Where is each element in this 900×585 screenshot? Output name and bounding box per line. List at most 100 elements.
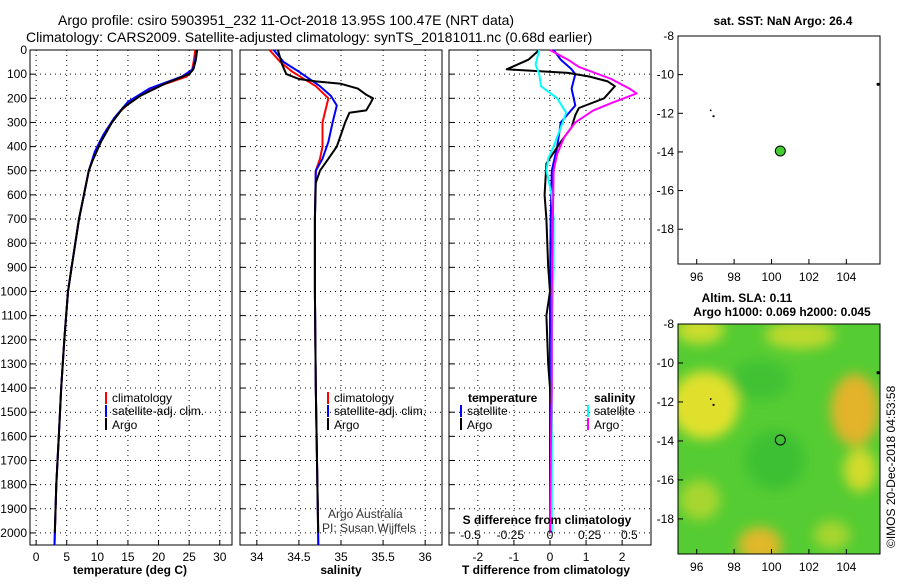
profile-location-marker — [774, 434, 786, 446]
depth-tick-label: 0 — [20, 43, 27, 57]
s-tick-label: -0.5 — [460, 528, 481, 542]
depth-tick-label: 800 — [7, 236, 27, 250]
map-x-tick-label: 98 — [727, 560, 741, 574]
map-x-tick-label: 104 — [836, 270, 856, 284]
sla-heatmap — [678, 324, 880, 554]
x-tick-label: 35 — [334, 550, 348, 564]
legend-s-satellite-label: satellite — [594, 404, 635, 418]
depth-axis: 0 100 200 300 400 500 600 700 800 900 1000 1100 1200… — [0, 43, 454, 540]
x-tick-label: 30 — [213, 550, 227, 564]
x-tick-label: -1 — [509, 550, 520, 564]
legend-argo-label: Argo — [112, 418, 138, 432]
x-tick-label: 20 — [152, 550, 166, 564]
sla-map-title-1: Altim. SLA: 0.11 — [702, 291, 793, 305]
difference-legend-salinity: salinity satellite Argo — [587, 391, 636, 432]
depth-tick-label: 1500 — [0, 405, 27, 419]
salinity-legend: climatology satellite-adj. clim. Argo — [327, 391, 426, 432]
sst-map-title: sat. SST: NaN Argo: 26.4 — [714, 14, 853, 28]
sla-map-frame — [677, 323, 881, 555]
x-tick-label: 34.5 — [287, 550, 311, 564]
depth-tick-label: 300 — [7, 115, 27, 129]
depth-tick-label: 1000 — [0, 284, 27, 298]
map-x-tick-label: 100 — [762, 270, 782, 284]
map-y-tick-label: -12 — [657, 106, 675, 120]
x-tick-label: 25 — [182, 550, 196, 564]
depth-tick-label: 500 — [7, 164, 27, 178]
depth-tick-label: 1300 — [0, 357, 27, 371]
profile-location-marker — [774, 145, 786, 157]
series-line-s-argo — [549, 49, 638, 533]
depth-tick-label: 1400 — [0, 381, 27, 395]
x-tick-label: -2 — [473, 550, 484, 564]
legend-argo-label: Argo — [334, 418, 360, 432]
land-speck — [876, 82, 880, 86]
map-y-tick-label: -10 — [657, 356, 675, 370]
land-speck — [709, 398, 712, 400]
map-y-tick-label: -14 — [657, 434, 675, 448]
map-x-tick-label: 98 — [727, 270, 741, 284]
figure-title-line1: Argo profile: csiro 5903951_232 11-Oct-2… — [58, 12, 514, 28]
sla-map-title-2: Argo h1000: 0.069 h2000: 0.045 — [693, 305, 871, 319]
depth-tick-label: 700 — [7, 212, 27, 226]
depth-tick-label: 100 — [7, 67, 27, 81]
legend-t-satellite-label: satellite — [467, 404, 508, 418]
map-y-tick-label: -12 — [657, 395, 675, 409]
legend-s-argo-label: Argo — [594, 418, 620, 432]
series-line-argo — [53, 49, 199, 533]
depth-tick-label: 2000 — [0, 526, 27, 540]
map-y-tick-label: -10 — [657, 68, 675, 82]
difference-lines — [505, 49, 638, 533]
temperature-lines — [53, 49, 199, 546]
map-x-tick-label: 102 — [799, 270, 819, 284]
map-x-tick-label: 100 — [762, 560, 782, 574]
difference-legend-temperature: temperature satellite Argo — [460, 391, 538, 432]
legend-salinity-title: salinity — [594, 391, 636, 405]
s-tick-label: 0.25 — [578, 528, 602, 542]
depth-tick-label: 1200 — [0, 333, 27, 347]
temperature-xlabel: temperature (deg C) — [73, 563, 187, 577]
land-speck — [709, 109, 712, 112]
salinity-xlabel: salinity — [320, 563, 362, 577]
credit-pi: PI: Susan Wijffels — [322, 521, 416, 535]
map-y-tick-label: -18 — [657, 222, 675, 236]
depth-tick-label: 1700 — [0, 453, 27, 467]
depth-tick-label: 400 — [7, 140, 27, 154]
x-tick-label: 15 — [121, 550, 135, 564]
depth-tick-label: 600 — [7, 188, 27, 202]
map-y-tick-label: -14 — [657, 145, 675, 159]
difference-xlabel: T difference from climatology — [462, 563, 630, 577]
depth-tick-label: 1900 — [0, 502, 27, 516]
map-x-tick-label: 96 — [690, 560, 704, 574]
credit-argo-australia: Argo Australia — [328, 507, 403, 521]
map-x-tick-label: 96 — [690, 270, 704, 284]
s-difference-ticks: -0.5 -0.25 0 0.25 0.5 — [460, 528, 638, 542]
difference-xticks: -2 -1 0 1 2 — [473, 540, 626, 564]
temperature-grid — [30, 49, 232, 545]
x-tick-label: 1 — [583, 550, 590, 564]
depth-tick-label: 200 — [7, 91, 27, 105]
x-tick-label: 0 — [33, 550, 40, 564]
depth-tick-label: 1800 — [0, 478, 27, 492]
legend-t-argo-label: Argo — [467, 418, 493, 432]
land-speck — [712, 403, 715, 406]
x-tick-label: 10 — [91, 550, 105, 564]
temperature-legend: climatology satellite-adj. clim. Argo — [105, 391, 204, 432]
s-tick-label: 0.5 — [621, 528, 638, 542]
s-tick-label: -0.25 — [497, 528, 525, 542]
legend-temperature-title: temperature — [468, 391, 538, 405]
legend-satellite-label: satellite-adj. clim. — [112, 404, 204, 418]
land-speck — [876, 371, 880, 375]
sla-map-axes: 96 98 100 102 104 -8 -10 -12 -14 -16 -18 — [657, 317, 880, 574]
map-y-tick-label: -16 — [657, 473, 675, 487]
temperature-xticks: 0 5 10 15 20 25 30 — [33, 540, 227, 564]
imos-credit: ©IMOS 20-Dec-2018 04:53:58 — [884, 385, 898, 548]
x-tick-label: 0 — [547, 550, 554, 564]
sst-map-axes: 96 98 100 102 104 -8 -10 -12 -14 -16 -18 — [657, 29, 880, 284]
figure-title-line2: Climatology: CARS2009. Satellite-adjuste… — [26, 29, 592, 45]
series-line-argo — [276, 49, 374, 533]
legend-satellite-label: satellite-adj. clim. — [334, 404, 426, 418]
x-tick-label: 34 — [250, 550, 264, 564]
legend-climatology-label: climatology — [334, 391, 394, 405]
depth-tick-label: 900 — [7, 260, 27, 274]
